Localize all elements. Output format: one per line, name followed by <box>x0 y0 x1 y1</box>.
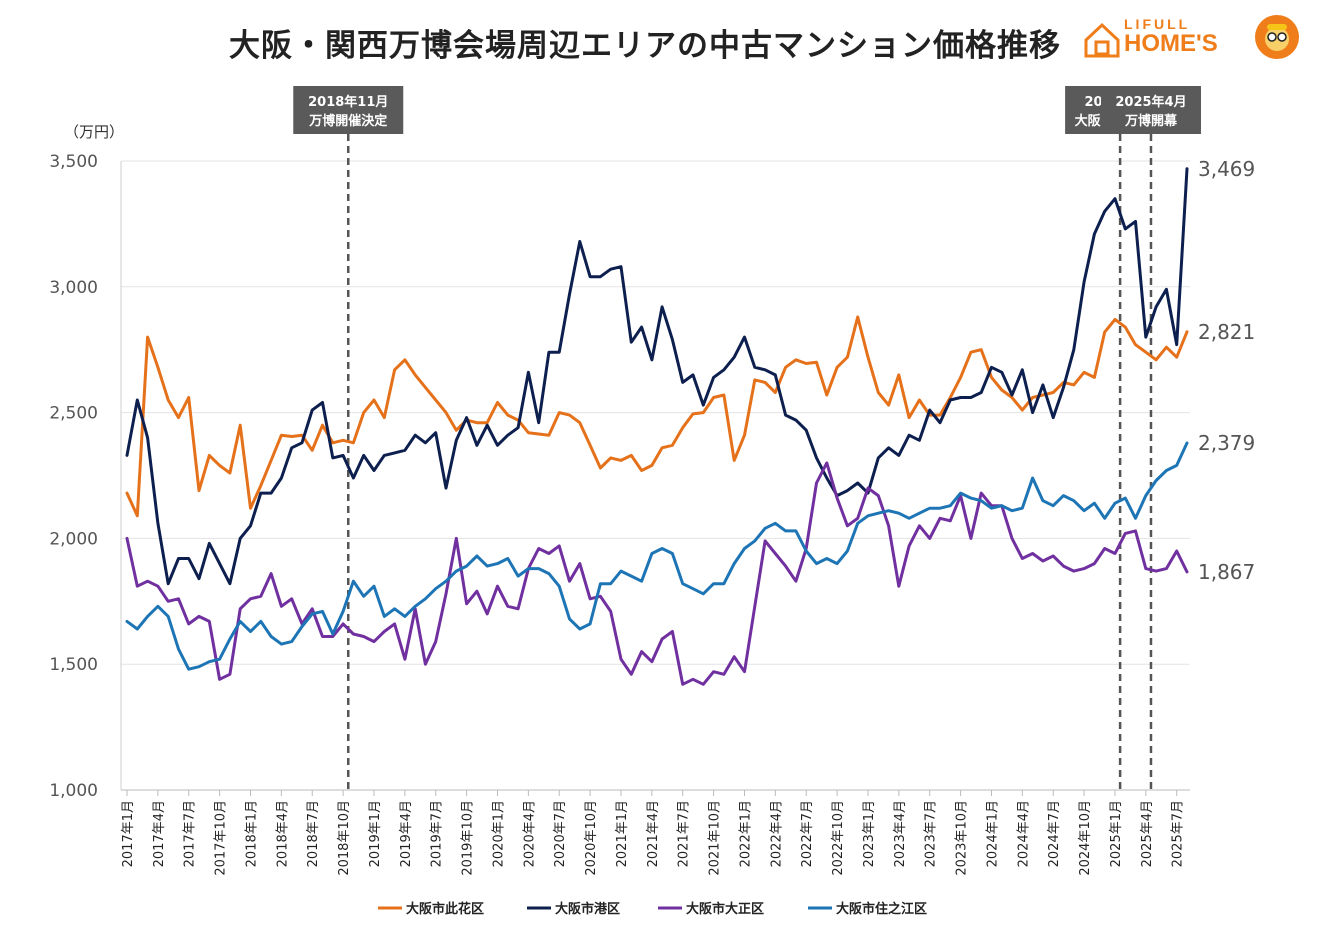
series-line-suminoe <box>125 441 1189 671</box>
x-tick-label: 2023年4月 <box>893 800 908 867</box>
x-tick-label: 2019年4月 <box>399 800 414 867</box>
legend-label-taisho: 大阪市大正区 <box>686 901 764 917</box>
x-tick-label: 2017年7月 <box>183 800 198 867</box>
x-tick-label: 2021年4月 <box>646 800 661 867</box>
series-lines <box>125 167 1189 686</box>
annotation-event: 万博開催決定 <box>308 113 387 129</box>
x-tick-label: 2024年10月 <box>1078 800 1093 876</box>
end-labels: 2,821 3,469 1,867 2,379 <box>1198 157 1255 584</box>
legend-label-suminoe: 大阪市住之江区 <box>836 901 927 917</box>
x-tick-label: 2022年1月 <box>738 800 753 867</box>
x-tick-label: 2021年7月 <box>677 800 692 867</box>
y-tick-label: 2,000 <box>49 529 98 549</box>
x-tick-label: 2023年10月 <box>955 800 970 876</box>
end-value-taisho: 1,867 <box>1198 560 1255 584</box>
x-tick-label: 2017年4月 <box>152 800 167 867</box>
y-tick-label: 2,500 <box>49 404 98 424</box>
legend-label-minato: 大阪市港区 <box>555 901 620 917</box>
lifull-homes-logo: LIFULL HOME'S <box>1082 14 1307 64</box>
annotation-date: 2018年11月 <box>308 94 388 110</box>
x-tick-label: 2025年1月 <box>1109 800 1124 867</box>
x-tick-label: 2024年7月 <box>1047 800 1062 867</box>
y-tick-label: 3,000 <box>49 278 98 298</box>
x-tick-label: 2024年1月 <box>985 800 1000 867</box>
end-value-konohana: 2,821 <box>1198 320 1255 344</box>
x-tick-label: 2023年1月 <box>862 800 877 867</box>
x-tick-label: 2018年10月 <box>337 800 352 876</box>
x-tick-label: 2020年7月 <box>553 800 568 867</box>
y-axis-unit: （万円） <box>64 123 124 141</box>
x-tick-label: 2025年7月 <box>1171 800 1186 867</box>
x-tick-label: 2024年4月 <box>1016 800 1031 867</box>
legend: 大阪市此花区 大阪市港区 大阪市大正区 大阪市住之江区 <box>378 901 927 917</box>
x-tick-label: 2019年1月 <box>368 800 383 867</box>
x-tick-label: 2018年1月 <box>244 800 259 867</box>
chart-title: 大阪・関西万博会場周辺エリアの中古マンション価格推移 <box>229 28 1061 64</box>
end-value-minato: 3,469 <box>1198 157 1255 181</box>
y-tick-label: 1,000 <box>49 781 98 801</box>
annotation-date: 2025年4月 <box>1115 94 1186 110</box>
y-tick-label: 1,500 <box>49 655 98 675</box>
series-line-konohana <box>125 315 1189 518</box>
x-tick-label: 2020年1月 <box>491 800 506 867</box>
x-tick-label: 2020年4月 <box>522 800 537 867</box>
x-tick-label: 2020年10月 <box>584 800 599 876</box>
x-tick-label: 2018年7月 <box>306 800 321 867</box>
x-tick-label: 2021年10月 <box>708 800 723 876</box>
x-tick-label: 2023年7月 <box>924 800 939 867</box>
y-tick-label: 3,500 <box>49 152 98 172</box>
logo-text-main: HOME'S <box>1124 30 1218 57</box>
x-tick-label: 2021年1月 <box>615 800 630 867</box>
x-tick-label: 2018年4月 <box>275 800 290 867</box>
mascot-icon <box>1255 15 1299 59</box>
annotation-event: 万博開幕 <box>1124 113 1178 129</box>
x-tick-label: 2022年10月 <box>831 800 846 876</box>
x-tick-label: 2019年10月 <box>461 800 476 876</box>
y-axis: 1,000 1,500 2,000 2,500 3,000 3,500 <box>49 152 122 801</box>
x-tick-label: 2019年7月 <box>430 800 445 867</box>
x-tick-label: 2017年1月 <box>121 800 136 867</box>
end-value-suminoe: 2,379 <box>1198 431 1255 455</box>
series-line-taisho <box>125 461 1189 686</box>
house-icon <box>1084 22 1120 58</box>
annotation-box <box>1100 86 1201 134</box>
x-axis: 2017年1月 2017年4月 2017年7月 2017年10月 2018年1月 2018… <box>121 789 1190 876</box>
legend-label-konohana: 大阪市此花区 <box>406 901 484 917</box>
x-tick-label: 2022年7月 <box>800 800 815 867</box>
x-tick-label: 2017年10月 <box>214 800 229 876</box>
grid-lines <box>121 160 1190 665</box>
x-tick-label: 2022年4月 <box>769 800 784 867</box>
annotations: 2018年11月万博開催決定2025年1月大阪メトロ延伸2025年4月万博開幕 <box>293 86 1201 790</box>
annotation-box <box>293 86 404 134</box>
logo-text-top: LIFULL <box>1124 16 1191 32</box>
x-tick-label: 2025年4月 <box>1140 800 1155 867</box>
series-line-minato <box>125 167 1189 586</box>
